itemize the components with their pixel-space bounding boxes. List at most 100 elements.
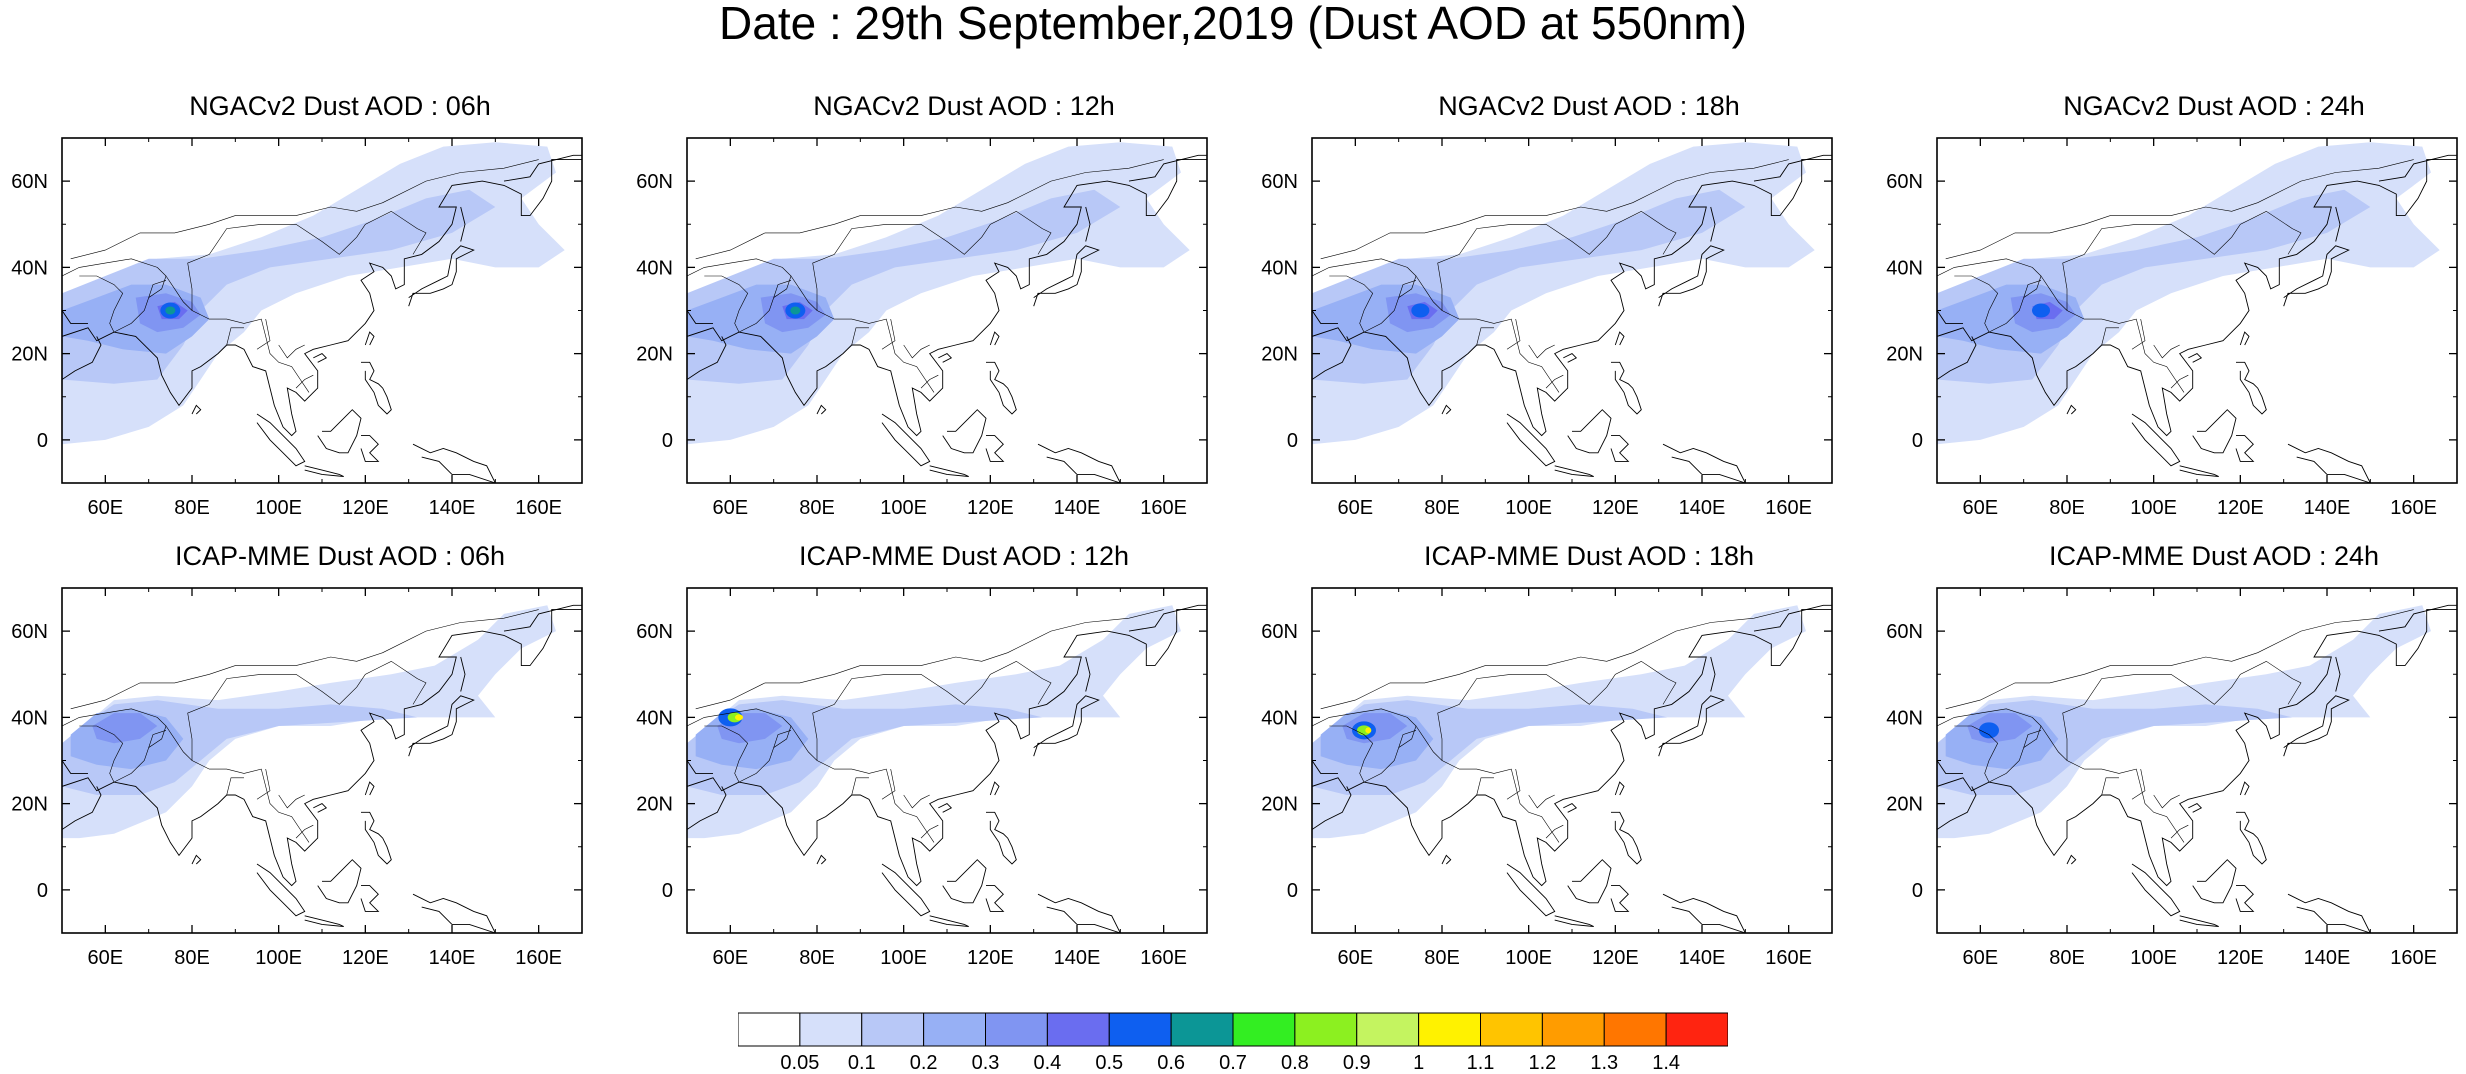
country-border bbox=[790, 725, 935, 843]
country-border bbox=[704, 275, 749, 333]
lat-tick-label: 40N bbox=[1886, 707, 1923, 729]
colorbar-label: 0.5 bbox=[1095, 1052, 1124, 1074]
lat-tick-label: 20N bbox=[1886, 344, 1923, 366]
coastline bbox=[1937, 310, 1963, 324]
lon-tick-label: 140E bbox=[2304, 947, 2351, 969]
lat-tick-label: 40N bbox=[636, 257, 673, 279]
coastline bbox=[2131, 863, 2181, 917]
coastline bbox=[985, 435, 1005, 462]
colorbar-swatch bbox=[923, 1012, 987, 1047]
lon-tick-label: 60E bbox=[88, 947, 124, 969]
coastline bbox=[2283, 245, 2350, 307]
coastline bbox=[2283, 695, 2350, 757]
lon-tick-label: 140E bbox=[429, 497, 476, 519]
colorbar-label: 1.1 bbox=[1466, 1052, 1495, 1074]
lat-tick-label: 60N bbox=[1886, 171, 1923, 193]
coastline bbox=[2378, 154, 2457, 182]
figure-title: Date : 29th September,2019 (Dust AOD at … bbox=[719, 0, 1747, 49]
colorbar-swatch bbox=[1232, 1012, 1296, 1047]
country-border bbox=[881, 769, 896, 800]
coastline bbox=[1662, 893, 1746, 933]
coastline bbox=[2192, 859, 2237, 904]
coastline bbox=[191, 854, 202, 865]
coastline bbox=[1085, 656, 1091, 692]
country-border bbox=[773, 280, 792, 298]
lon-tick-label: 120E bbox=[967, 947, 1014, 969]
coastline bbox=[2287, 443, 2371, 483]
lon-tick-label: 140E bbox=[429, 947, 476, 969]
country-border bbox=[881, 319, 896, 350]
colorbar-label: 1.3 bbox=[1590, 1052, 1619, 1074]
map-panel-icap-06h: 60E 80E 100E 120E 140E 160E 60N 40N 20N 0 bbox=[11, 587, 583, 969]
coastline bbox=[2239, 331, 2250, 346]
country-border bbox=[165, 275, 310, 393]
coastline bbox=[360, 435, 380, 462]
country-border bbox=[1320, 609, 1789, 710]
lat-tick-label: 60N bbox=[1886, 621, 1923, 643]
colorbar-swatch bbox=[1294, 1012, 1358, 1047]
coastline bbox=[1033, 695, 1100, 757]
lat-tick-label: 60N bbox=[1261, 171, 1298, 193]
coastline bbox=[687, 760, 713, 774]
country-border bbox=[70, 609, 539, 710]
coastline bbox=[1563, 353, 1578, 363]
lon-tick-label: 160E bbox=[515, 947, 562, 969]
coastline bbox=[1614, 331, 1625, 346]
coastline bbox=[1610, 435, 1630, 462]
coastline bbox=[2192, 409, 2237, 454]
map-panel-ngac-18h: 60E 80E 100E 120E 140E 160E 60N 40N 20N 0 bbox=[1261, 137, 1833, 519]
coastline bbox=[1610, 885, 1630, 912]
country-border bbox=[165, 725, 310, 843]
lon-tick-label: 100E bbox=[255, 497, 302, 519]
lat-tick-label: 60N bbox=[1261, 621, 1298, 643]
coastline bbox=[2287, 893, 2371, 933]
lon-tick-label: 160E bbox=[1140, 497, 1187, 519]
lon-tick-label: 60E bbox=[1963, 497, 1999, 519]
country-border bbox=[2062, 660, 2302, 761]
lat-tick-label: 0 bbox=[37, 880, 48, 902]
country-border bbox=[812, 210, 1052, 311]
country-border bbox=[2062, 210, 2302, 311]
coastline bbox=[2188, 803, 2203, 813]
lon-tick-label: 140E bbox=[1679, 947, 1726, 969]
dust-aod-hotspot bbox=[1411, 303, 1430, 318]
coastline bbox=[1312, 609, 1832, 887]
coastline bbox=[881, 413, 931, 467]
lon-tick-label: 60E bbox=[88, 497, 124, 519]
lon-tick-label: 60E bbox=[1338, 947, 1374, 969]
country-border bbox=[2101, 327, 2119, 346]
coastline bbox=[2235, 435, 2255, 462]
country-border bbox=[695, 159, 1164, 260]
country-border bbox=[1329, 275, 1374, 333]
lon-tick-label: 60E bbox=[713, 947, 749, 969]
coastline bbox=[313, 353, 328, 363]
lon-tick-label: 160E bbox=[2390, 947, 2437, 969]
coastline bbox=[1312, 159, 1832, 437]
coastline bbox=[62, 336, 102, 380]
coastline bbox=[313, 803, 328, 813]
coastline bbox=[412, 443, 496, 483]
country-border bbox=[226, 777, 244, 796]
dust-aod-hotspot bbox=[790, 306, 801, 315]
colorbar-swatch bbox=[1046, 1012, 1110, 1047]
coastline bbox=[1937, 336, 1977, 380]
coastline bbox=[191, 404, 202, 415]
coastline bbox=[361, 361, 392, 415]
coastline bbox=[1710, 206, 1716, 242]
country-border bbox=[1415, 725, 1560, 843]
coastline bbox=[1037, 443, 1121, 483]
colorbar-swatch bbox=[799, 1012, 863, 1047]
colorbar-label: 1 bbox=[1413, 1052, 1425, 1074]
panel-title-icap-24h: ICAP-MME Dust AOD : 24h bbox=[2048, 541, 2380, 571]
coastline bbox=[938, 353, 953, 363]
colorbar-label: 0.4 bbox=[1033, 1052, 1062, 1074]
coastline bbox=[408, 695, 475, 757]
lat-tick-label: 60N bbox=[636, 171, 673, 193]
map-panel-icap-12h: 60E 80E 100E 120E 140E 160E 60N 40N 20N 0 bbox=[636, 587, 1208, 969]
lon-tick-label: 160E bbox=[515, 497, 562, 519]
dust-aod-hotspot bbox=[1365, 727, 1372, 734]
coastline bbox=[256, 413, 306, 467]
lat-tick-label: 20N bbox=[636, 344, 673, 366]
country-border bbox=[695, 609, 1164, 710]
panel-title-ngac-18h: NGACv2 Dust AOD : 18h bbox=[1438, 91, 1740, 121]
